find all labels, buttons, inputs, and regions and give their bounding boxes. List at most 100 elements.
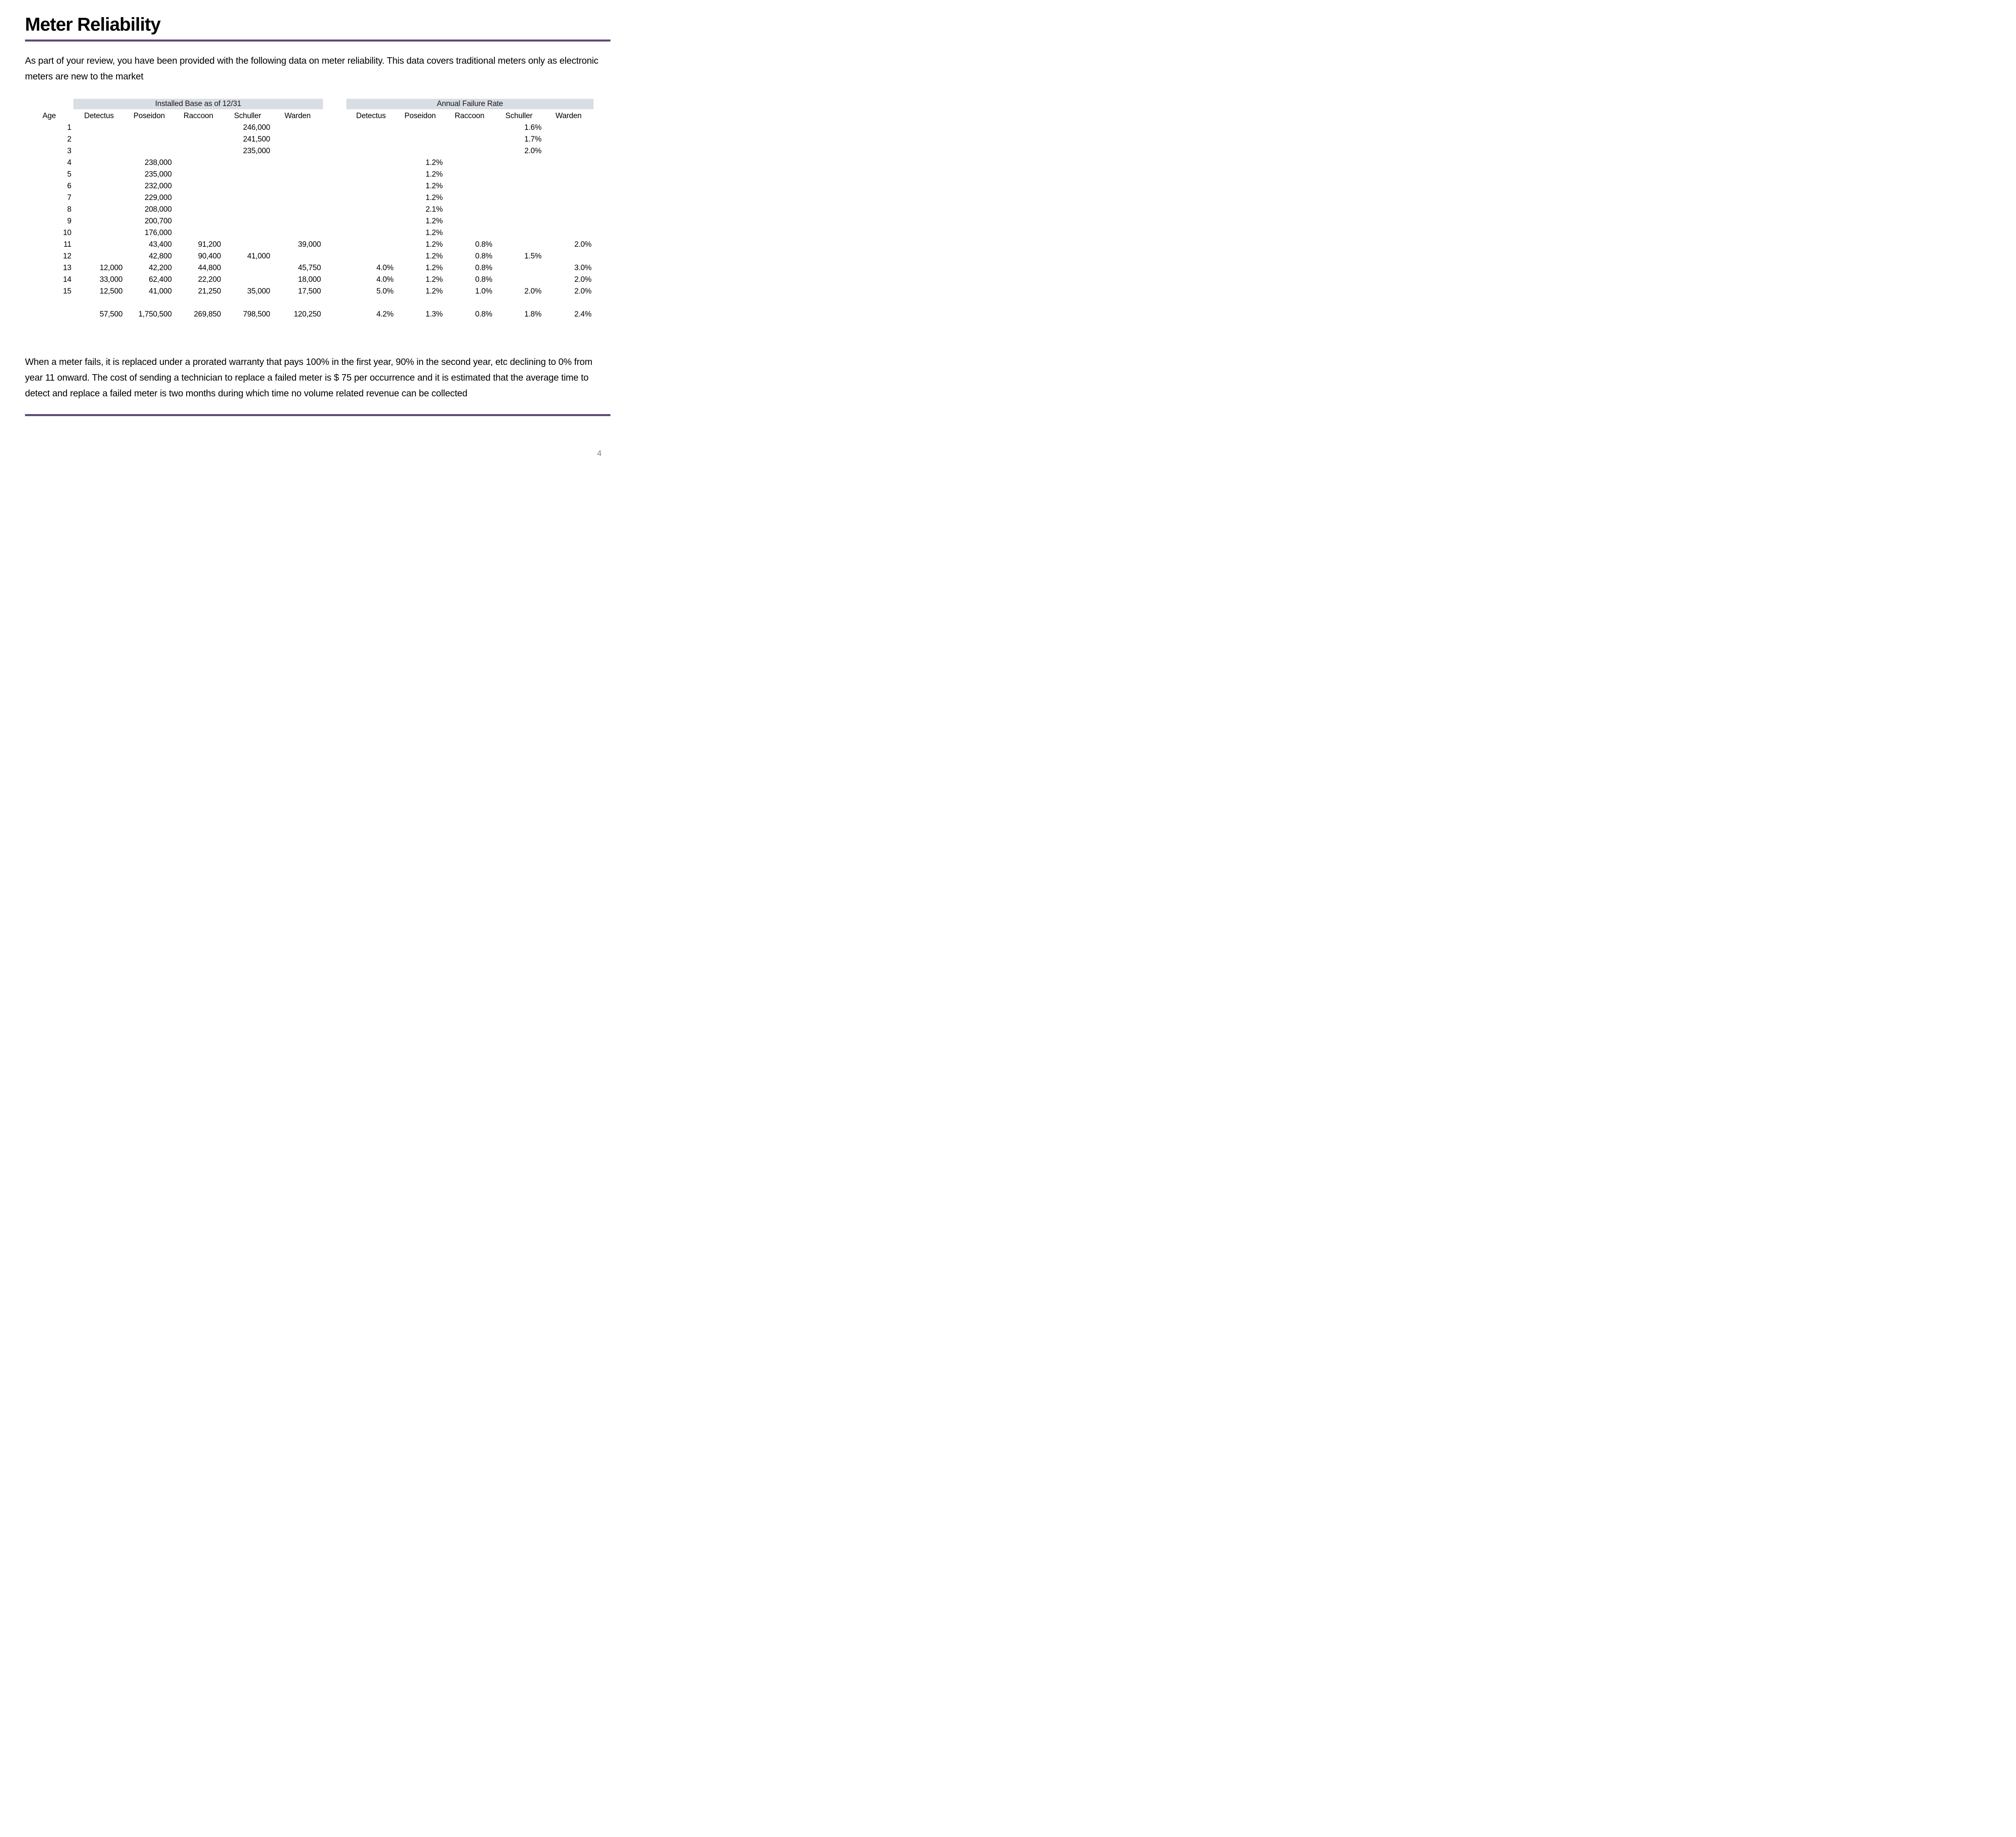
age-cell: 14	[63, 275, 71, 284]
table-rows: 1 246,000 1.6% 2 241,500 1.7% 3 235,000	[25, 122, 610, 297]
age-cell: 2	[67, 135, 72, 144]
installed-schuller-cell: 246,000	[243, 123, 270, 132]
failure-detectus-cell: 4.0%	[376, 263, 394, 272]
table-row: 14 33,000 62,400 22,200 18,000 4.0% 1.2%…	[25, 274, 610, 285]
table-row: 7 229,000 1.2%	[25, 192, 610, 204]
table-row: 15 12,500 41,000 21,250 35,000 17,500 5.…	[25, 285, 610, 297]
totals-failure-poseidon: 1.3%	[425, 310, 443, 319]
installed-poseidon-cell: 238,000	[144, 158, 172, 167]
installed-header-detectus: Detectus	[84, 112, 114, 120]
failure-warden-cell: 2.0%	[574, 240, 591, 249]
age-cell: 9	[67, 217, 72, 225]
failure-raccoon-cell: 0.8%	[475, 263, 492, 272]
table-row: 4 238,000 1.2%	[25, 157, 610, 169]
age-column-header: Age	[42, 112, 56, 120]
totals-installed-schuller: 798,500	[243, 310, 270, 319]
table-row: 11 43,400 91,200 39,000 1.2% 0.8% 2.0%	[25, 239, 610, 250]
failure-raccoon-cell: 0.8%	[475, 252, 492, 260]
failure-poseidon-cell: 2.1%	[425, 205, 443, 214]
failure-raccoon-cell: 0.8%	[475, 240, 492, 249]
installed-schuller-cell: 41,000	[247, 252, 270, 260]
installed-poseidon-cell: 62,400	[149, 275, 172, 284]
failure-poseidon-cell: 1.2%	[425, 170, 443, 179]
failure-raccoon-cell: 1.0%	[475, 287, 492, 296]
failure-warden-cell: 2.0%	[574, 287, 591, 296]
age-cell: 8	[67, 205, 72, 214]
failure-poseidon-cell: 1.2%	[425, 287, 443, 296]
totals-installed-warden: 120,250	[294, 310, 321, 319]
band-gap	[323, 99, 346, 109]
installed-header-warden: Warden	[284, 112, 311, 120]
failure-detectus-cell: 5.0%	[376, 287, 394, 296]
installed-raccoon-cell: 21,250	[198, 287, 221, 296]
installed-raccoon-cell: 91,200	[198, 240, 221, 249]
installed-raccoon-cell: 22,200	[198, 275, 221, 284]
installed-schuller-cell: 35,000	[247, 287, 270, 296]
failure-detectus-cell: 4.0%	[376, 275, 394, 284]
failure-schuller-cell: 1.5%	[524, 252, 541, 260]
totals-installed-poseidon: 1,750,500	[138, 310, 172, 319]
table-row: 2 241,500 1.7%	[25, 133, 610, 145]
intro-paragraph: As part of your review, you have been pr…	[25, 55, 599, 81]
age-cell: 12	[63, 252, 71, 260]
installed-header-poseidon: Poseidon	[133, 112, 165, 120]
installed-poseidon-cell: 43,400	[149, 240, 172, 249]
bottom-divider-rule	[25, 414, 610, 416]
age-cell: 13	[63, 263, 71, 272]
footer-paragraph: When a meter fails, it is replaced under…	[25, 356, 593, 398]
table-row: 1 246,000 1.6%	[25, 122, 610, 133]
table-group-header-row: Installed Base as of 12/31 Annual Failur…	[25, 99, 610, 109]
installed-warden-cell: 45,750	[298, 263, 321, 272]
failure-header-schuller: Schuller	[505, 112, 533, 120]
table-row: 13 12,000 42,200 44,800 45,750 4.0% 1.2%…	[25, 262, 610, 274]
installed-warden-cell: 17,500	[298, 287, 321, 296]
failure-poseidon-cell: 1.2%	[425, 240, 443, 249]
age-cell: 1	[67, 123, 72, 132]
failure-raccoon-cell: 0.8%	[475, 275, 492, 284]
installed-raccoon-cell: 44,800	[198, 263, 221, 272]
failure-schuller-cell: 2.0%	[524, 287, 541, 296]
failure-header-poseidon: Poseidon	[404, 112, 436, 120]
failure-poseidon-cell: 1.2%	[425, 263, 443, 272]
totals-failure-schuller: 1.8%	[524, 310, 541, 319]
totals-failure-raccoon: 0.8%	[475, 310, 492, 319]
installed-poseidon-cell: 41,000	[149, 287, 172, 296]
installed-schuller-cell: 241,500	[243, 135, 270, 144]
page-number: 4	[597, 449, 602, 458]
failure-poseidon-cell: 1.2%	[425, 193, 443, 202]
table-row: 9 200,700 1.2%	[25, 215, 610, 227]
table-row: 12 42,800 90,400 41,000 1.2% 0.8% 1.5%	[25, 250, 610, 262]
age-cell: 6	[67, 181, 72, 190]
installed-detectus-cell: 12,500	[100, 287, 123, 296]
band-spacer	[25, 99, 73, 109]
failure-schuller-cell: 1.6%	[524, 123, 541, 132]
failure-header-raccoon: Raccoon	[454, 112, 485, 120]
totals-installed-detectus: 57,500	[100, 310, 123, 319]
installed-warden-cell: 39,000	[298, 240, 321, 249]
failure-poseidon-cell: 1.2%	[425, 217, 443, 225]
totals-installed-raccoon: 269,850	[194, 310, 221, 319]
installed-base-band: Installed Base as of 12/31	[73, 99, 323, 109]
installed-detectus-cell: 33,000	[100, 275, 123, 284]
totals-failure-warden: 2.4%	[574, 310, 591, 319]
failure-header-warden: Warden	[555, 112, 582, 120]
failure-poseidon-cell: 1.2%	[425, 275, 443, 284]
table-column-header-row: Age Detectus Poseidon Raccoon Schuller W…	[25, 110, 610, 122]
installed-poseidon-cell: 229,000	[144, 193, 172, 202]
page-title: Meter Reliability	[25, 14, 161, 35]
failure-header-detectus: Detectus	[356, 112, 386, 120]
table-gap-row	[25, 297, 610, 308]
installed-poseidon-cell: 42,200	[149, 263, 172, 272]
installed-poseidon-cell: 42,800	[149, 252, 172, 260]
table-row: 6 232,000 1.2%	[25, 180, 610, 192]
failure-schuller-cell: 2.0%	[524, 146, 541, 155]
title-divider-rule	[25, 40, 610, 42]
table-totals-row: 57,500 1,750,500 269,850 798,500 120,250…	[25, 308, 610, 320]
table-row: 3 235,000 2.0%	[25, 145, 610, 157]
installed-raccoon-cell: 90,400	[198, 252, 221, 260]
age-cell: 10	[63, 228, 71, 237]
totals-failure-detectus: 4.2%	[376, 310, 394, 319]
installed-poseidon-cell: 235,000	[144, 170, 172, 179]
installed-poseidon-cell: 232,000	[144, 181, 172, 190]
installed-schuller-cell: 235,000	[243, 146, 270, 155]
